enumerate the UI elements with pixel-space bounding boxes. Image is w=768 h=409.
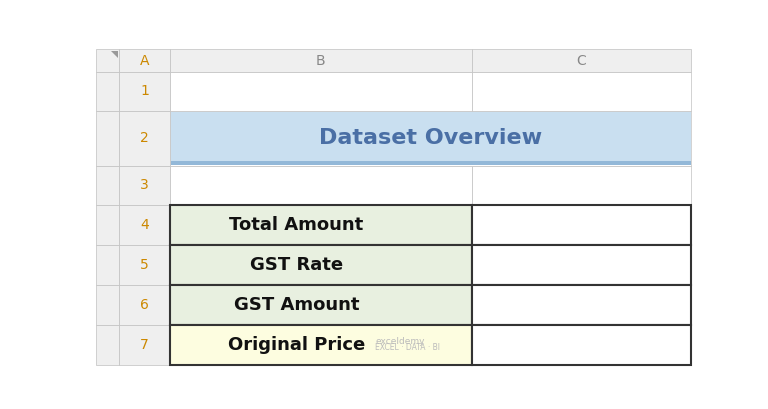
Text: EXCEL · DATA · BI: EXCEL · DATA · BI [375, 343, 440, 352]
Text: A: A [140, 54, 149, 67]
Bar [171, 112, 691, 164]
Bar [119, 111, 170, 166]
Bar [119, 72, 170, 111]
Bar [96, 72, 119, 111]
Text: 3: 3 [140, 178, 149, 192]
Text: Dataset Overview: Dataset Overview [319, 128, 542, 148]
Bar [171, 162, 691, 164]
Bar [170, 49, 472, 72]
Bar [119, 325, 170, 365]
Bar [472, 204, 691, 245]
Bar [472, 245, 691, 285]
Bar [119, 166, 170, 204]
Bar [472, 325, 691, 365]
Bar [170, 111, 691, 166]
Text: 1: 1 [140, 84, 149, 99]
Text: 2: 2 [140, 131, 149, 146]
Text: 5: 5 [140, 258, 149, 272]
Text: GST Rate: GST Rate [250, 256, 343, 274]
Bar [171, 162, 691, 164]
Bar [96, 204, 119, 245]
Bar [472, 285, 691, 325]
Bar [119, 285, 170, 325]
Bar [472, 72, 691, 111]
Text: C: C [577, 54, 587, 67]
Bar [96, 325, 119, 365]
Bar [472, 166, 691, 204]
Bar [119, 49, 170, 72]
Bar [170, 166, 472, 204]
Bar [96, 166, 119, 204]
Text: B: B [316, 54, 326, 67]
Polygon shape [111, 51, 118, 58]
Bar [170, 325, 472, 365]
Bar [170, 245, 472, 285]
Text: 4: 4 [140, 218, 149, 231]
Text: Original Price: Original Price [228, 336, 366, 354]
Bar [171, 112, 691, 164]
Bar [96, 111, 119, 166]
Text: 6: 6 [140, 298, 149, 312]
Bar [96, 49, 119, 72]
Text: exceldemy: exceldemy [375, 337, 425, 346]
Bar [96, 245, 119, 285]
Bar [170, 72, 472, 111]
Bar [119, 204, 170, 245]
Text: GST Amount: GST Amount [233, 296, 359, 314]
Bar [170, 204, 472, 245]
Bar [96, 285, 119, 325]
Text: Total Amount: Total Amount [230, 216, 364, 234]
Bar [170, 285, 472, 325]
Bar [472, 49, 691, 72]
Text: 7: 7 [140, 338, 149, 352]
Bar [119, 245, 170, 285]
